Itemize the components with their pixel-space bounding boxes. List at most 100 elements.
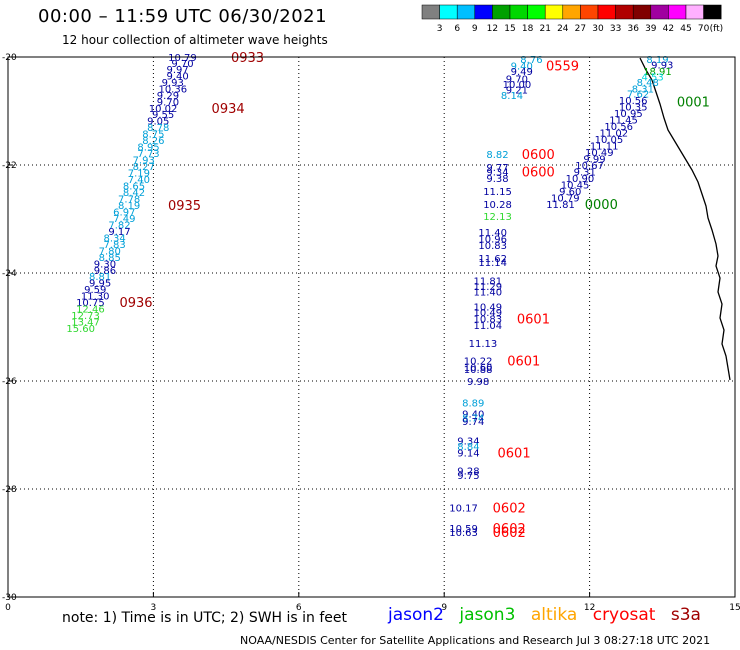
wave-height-label: 11.04 xyxy=(473,321,502,332)
wave-height-label: 9.40 xyxy=(167,71,189,82)
wave-height-label: 8.76 xyxy=(520,55,542,66)
pass-time-label: 0601 xyxy=(498,446,531,461)
wave-height-label: 10.75 xyxy=(76,298,105,309)
colorbar-swatch xyxy=(562,4,581,20)
wave-height-label: 11.62 xyxy=(478,254,507,265)
wave-height-label: 9.99 xyxy=(583,155,605,166)
colorbar-tick-label: 3 xyxy=(437,24,443,34)
colorbar-tick-label: 15 xyxy=(504,24,515,34)
wave-height-label: 10.22 xyxy=(464,356,493,367)
colorbar-unit: (ft) xyxy=(710,24,724,34)
wave-height-label: 10.56 xyxy=(604,122,633,133)
wave-height-label: 10.35 xyxy=(619,103,648,114)
wave-height-label: 10.90 xyxy=(566,174,595,185)
colorbar-tick-label: 18 xyxy=(522,24,534,34)
wave-height-label: 11.02 xyxy=(600,129,629,140)
colorbar-tick-label: 70 xyxy=(698,24,710,34)
wave-height-label: 18.91 xyxy=(643,67,672,78)
wave-height-label: 10.79 xyxy=(551,193,580,204)
colorbar-tick-label: 30 xyxy=(592,24,604,34)
wave-height-label: 8.81 xyxy=(89,272,111,283)
wave-height-label: 8.19 xyxy=(646,55,668,66)
wave-height-label: 11.81 xyxy=(473,277,502,288)
wave-height-label: 7.40 xyxy=(128,175,150,186)
wave-height-label: 10.45 xyxy=(561,180,590,191)
legend-cryosat: cryosat xyxy=(592,605,656,625)
wave-height-label: 11.14 xyxy=(478,258,507,269)
colorbar-tick-label: 24 xyxy=(557,24,569,34)
wave-height-label: 9.30 xyxy=(94,259,116,270)
wave-height-label: 7.93 xyxy=(133,156,155,167)
x-tick-label: 3 xyxy=(151,603,157,613)
wave-height-label: 10.59 xyxy=(449,524,478,535)
wave-height-label: 9.17 xyxy=(108,227,130,238)
wave-height-label: 9.40 xyxy=(511,62,533,73)
wave-height-label: 6.97 xyxy=(113,207,135,218)
wave-height-label: 10.83 xyxy=(478,241,507,252)
colorbar-swatch xyxy=(668,4,687,20)
x-tick-label: 9 xyxy=(441,603,447,613)
satellite-legend: jason2 jason3 altika cryosat s3a xyxy=(388,605,711,625)
wave-height-label: 9.29 xyxy=(157,91,179,102)
wave-height-label: 7.73 xyxy=(137,149,159,160)
pass-time-label: 0602 xyxy=(493,522,526,537)
wave-height-label: 8.48 xyxy=(637,78,659,89)
colorbar-tick-label: 45 xyxy=(680,24,691,34)
colorbar-swatch xyxy=(632,4,652,20)
wave-height-label: 8.85 xyxy=(99,253,121,264)
wave-height-label: 10.79 xyxy=(168,53,197,64)
colorbar-tick-label: 9 xyxy=(472,24,478,34)
legend-jason3: jason3 xyxy=(459,605,516,625)
x-tick-label: 0 xyxy=(5,603,11,613)
wave-height-label: 9.34 xyxy=(457,436,479,447)
y-tick-label: -26 xyxy=(2,377,17,387)
wave-height-label: 15.60 xyxy=(66,324,95,335)
plot-frame xyxy=(7,56,736,598)
wave-height-label: 10.88 xyxy=(464,365,493,376)
pass-time-label: 0935 xyxy=(168,199,201,214)
wave-height-label: 11.81 xyxy=(546,200,575,211)
wave-height-label: 9.40 xyxy=(462,409,484,420)
wave-height-label: 11.30 xyxy=(81,292,110,303)
wave-height-label: 10.00 xyxy=(503,80,532,91)
colorbar-swatch xyxy=(597,4,616,20)
wave-height-label: 10.63 xyxy=(449,528,478,539)
wave-height-label: 9.28 xyxy=(457,467,479,478)
wave-height-label: 9.21 xyxy=(506,85,528,96)
wave-height-label: 8.78 xyxy=(147,123,169,134)
wave-height-label: 9.38 xyxy=(486,174,508,185)
colorbar-swatch xyxy=(492,4,511,20)
wave-height-label: 9.77 xyxy=(486,163,508,174)
colorbar-tick-label: 42 xyxy=(663,24,674,34)
wave-height-label: 10.36 xyxy=(158,84,187,95)
pass-time-label: 0000 xyxy=(585,198,618,213)
y-tick-label: -20 xyxy=(2,53,17,63)
wave-height-label: 4.53 xyxy=(641,72,663,83)
wave-height-label: 7.49 xyxy=(113,214,135,225)
wave-height-label: 9.70 xyxy=(157,97,179,108)
legend-altika: altika xyxy=(530,605,578,625)
pass-time-label: 0600 xyxy=(522,165,555,180)
wave-height-label: 10.49 xyxy=(473,302,502,313)
colorbar-tick-label: 36 xyxy=(627,24,639,34)
colorbar-tick-label: 6 xyxy=(454,24,460,34)
wave-height-label: 9.60 xyxy=(559,187,581,198)
x-tick-label: 6 xyxy=(296,603,302,613)
wave-height-label: 9.75 xyxy=(457,471,479,482)
wave-height-label: 9.70 xyxy=(171,59,193,70)
wave-height-label: 7.83 xyxy=(103,240,125,251)
wave-height-label: 10.67 xyxy=(575,161,604,172)
wave-height-label: 7.82 xyxy=(108,220,130,231)
pass-time-label: 0602 xyxy=(493,526,526,541)
wave-height-label: 9.05 xyxy=(147,117,169,128)
colorbar-swatch xyxy=(615,4,634,20)
pass-time-label: 0933 xyxy=(231,51,264,66)
wave-height-label: 8.89 xyxy=(462,399,484,410)
colorbar-swatch xyxy=(509,4,528,20)
colorbar-swatch xyxy=(439,4,458,20)
pass-time-label: 0559 xyxy=(546,60,579,75)
wave-height-label: 10.49 xyxy=(585,148,614,159)
wave-height-label: 9.49 xyxy=(511,67,533,78)
chart-title: 00:00 – 11:59 UTC 06/30/2021 xyxy=(38,6,328,27)
